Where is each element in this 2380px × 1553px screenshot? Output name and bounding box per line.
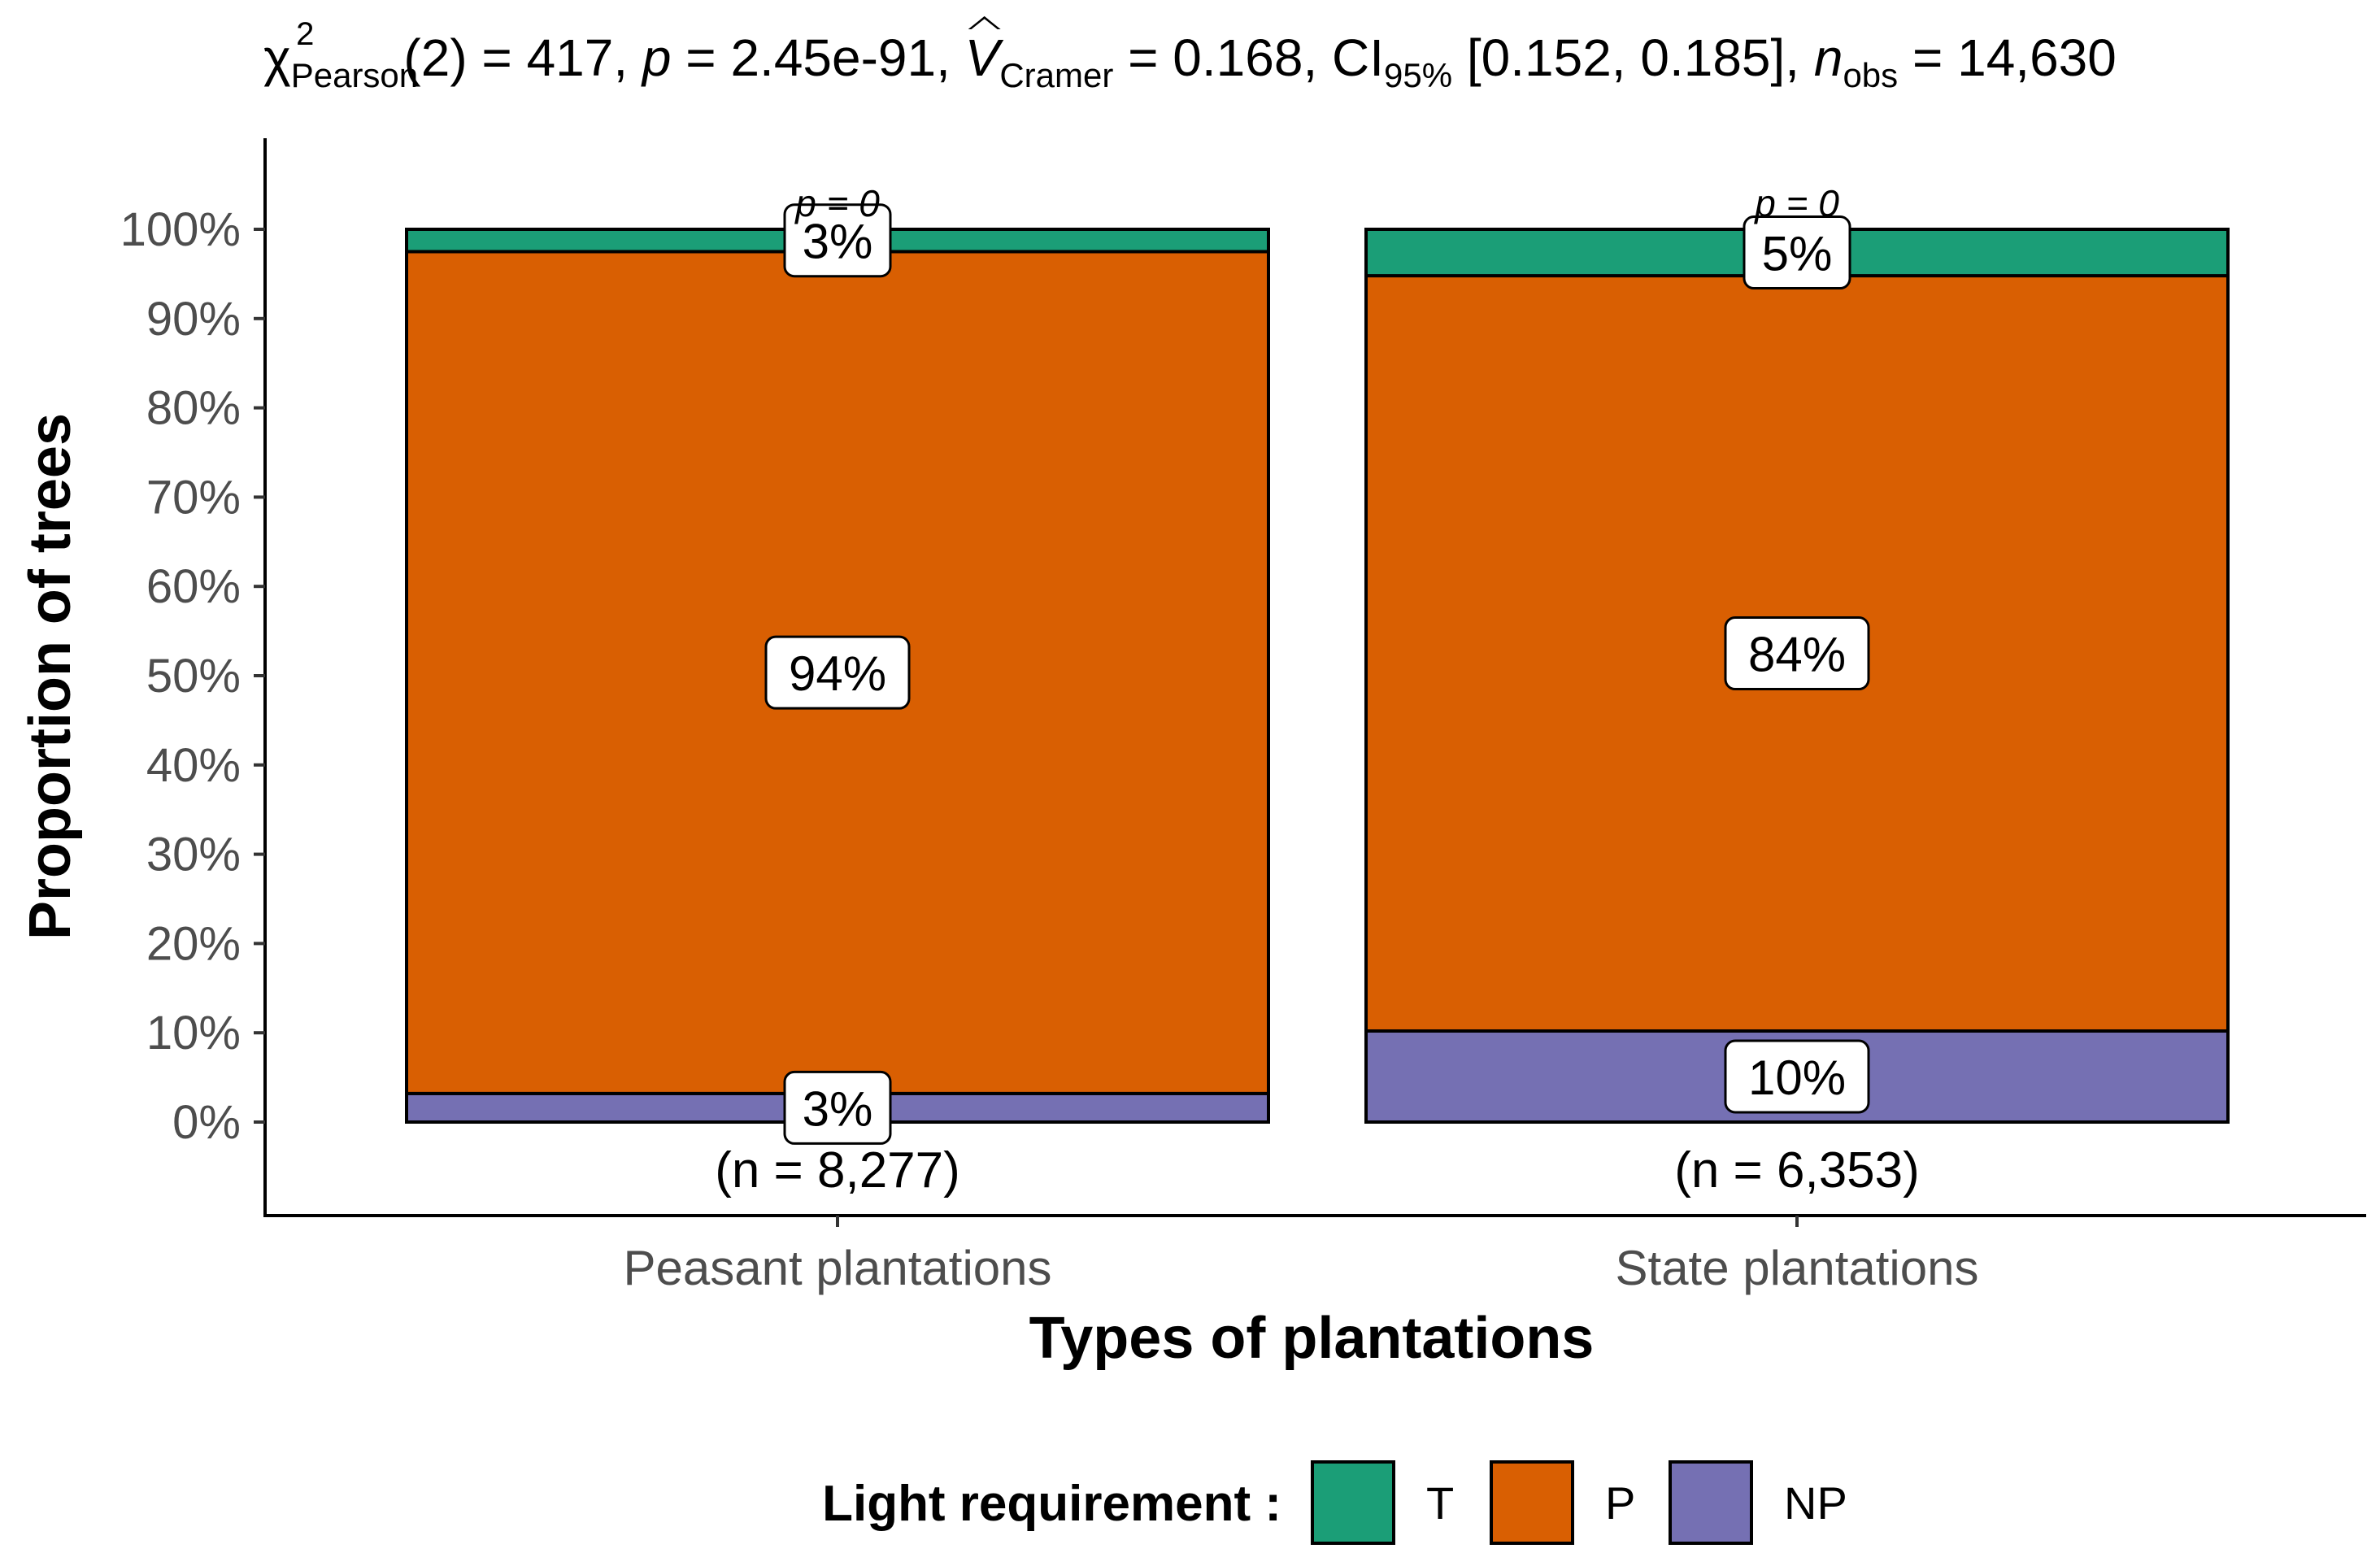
- data-label: 94%: [789, 646, 886, 701]
- y-tick-label: 40%: [146, 739, 241, 792]
- p-value-label: p = 0: [794, 182, 880, 224]
- data-label-box: [1724, 1039, 1870, 1114]
- x-tick-label: Peasant plantations: [623, 1241, 1051, 1295]
- data-label-box: [1724, 616, 1870, 691]
- legend-label-t: T: [1426, 1477, 1454, 1529]
- ci-subscript: 95%: [1384, 56, 1453, 94]
- y-axis-title: Proportion of trees: [18, 413, 83, 940]
- y-tick-label: 100%: [120, 203, 241, 256]
- data-label: 84%: [1748, 628, 1846, 682]
- data-label: 5%: [1762, 227, 1833, 281]
- data-label-box: [1743, 215, 1851, 290]
- y-tick-label: 50%: [146, 650, 241, 703]
- y-tick-label: 10%: [146, 1007, 241, 1059]
- legend-key-t: [1311, 1460, 1395, 1545]
- count-label: (n = 6,353): [1674, 1142, 1920, 1198]
- legend-key-np: [1669, 1460, 1753, 1545]
- v-value: = 0.168, CI: [1113, 28, 1385, 87]
- chi-subscript: Pearson: [290, 56, 419, 94]
- n-subscript: obs: [1843, 56, 1899, 94]
- data-label: 3%: [803, 1081, 873, 1136]
- n-label: n: [1813, 28, 1843, 87]
- x-tick-label: State plantations: [1616, 1241, 1979, 1295]
- y-tick-label: 0%: [172, 1096, 241, 1149]
- legend-key-p: [1490, 1460, 1574, 1545]
- count-label: (n = 8,277): [715, 1142, 960, 1198]
- ci-value: [0.152, 0.185],: [1452, 28, 1814, 87]
- p-label: p: [642, 28, 672, 87]
- chi-superscript: 2: [296, 16, 315, 52]
- v-label: V: [964, 28, 1000, 87]
- x-axis-title: Types of plantations: [1029, 1306, 1595, 1371]
- data-label-box: [783, 1070, 892, 1145]
- chart-subtitle: χPearson 2 (2) = 417, p = 2.45e-91, VCrame…: [0, 16, 2380, 95]
- legend-label-p: P: [1605, 1477, 1635, 1529]
- data-label: 10%: [1748, 1051, 1846, 1105]
- chi-symbol: χ: [263, 28, 291, 87]
- data-label-box: [783, 203, 892, 278]
- y-tick-label: 20%: [146, 917, 241, 970]
- legend-label-np: NP: [1784, 1477, 1847, 1529]
- y-tick-label: 30%: [146, 829, 241, 881]
- p-value-label: p = 0: [1753, 182, 1839, 224]
- n-value: = 14,630: [1898, 28, 2117, 87]
- df-statistic: (2) = 417,: [403, 28, 642, 87]
- p-value: = 2.45e-91,: [671, 28, 965, 87]
- y-tick-label: 80%: [146, 382, 241, 435]
- data-label-box: [764, 635, 911, 710]
- data-label: 3%: [803, 215, 873, 269]
- legend-title: Light requirement :: [822, 1476, 1281, 1532]
- y-tick-label: 70%: [146, 471, 241, 524]
- y-tick-label: 60%: [146, 560, 241, 613]
- v-subscript: Cramer: [999, 56, 1114, 94]
- y-tick-label: 90%: [146, 293, 241, 346]
